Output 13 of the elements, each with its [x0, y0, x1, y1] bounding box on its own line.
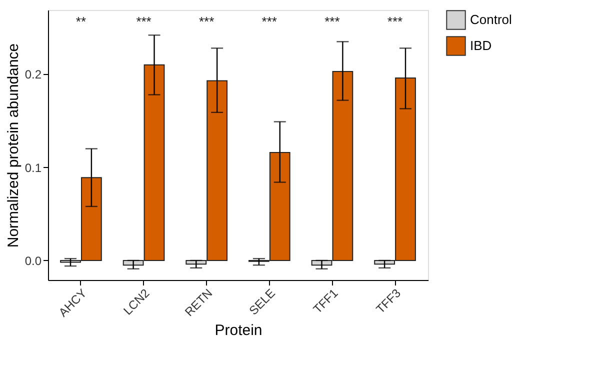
x-axis-title: Protein [214, 322, 262, 339]
legend-label: IBD [470, 38, 492, 53]
y-axis-title: Normalized protein abundance [4, 43, 22, 248]
annotation: *** [387, 14, 403, 29]
y-tick-label: 0.2 [24, 68, 42, 82]
y-tick-label: 0.1 [24, 160, 42, 175]
annotation: *** [324, 14, 340, 29]
y-tick-label: 0.0 [24, 254, 42, 268]
annotation: ** [76, 14, 86, 29]
annotation: *** [199, 14, 214, 29]
annotation: *** [262, 14, 277, 29]
annotation: *** [136, 14, 152, 29]
legend-label: Control [470, 12, 512, 27]
